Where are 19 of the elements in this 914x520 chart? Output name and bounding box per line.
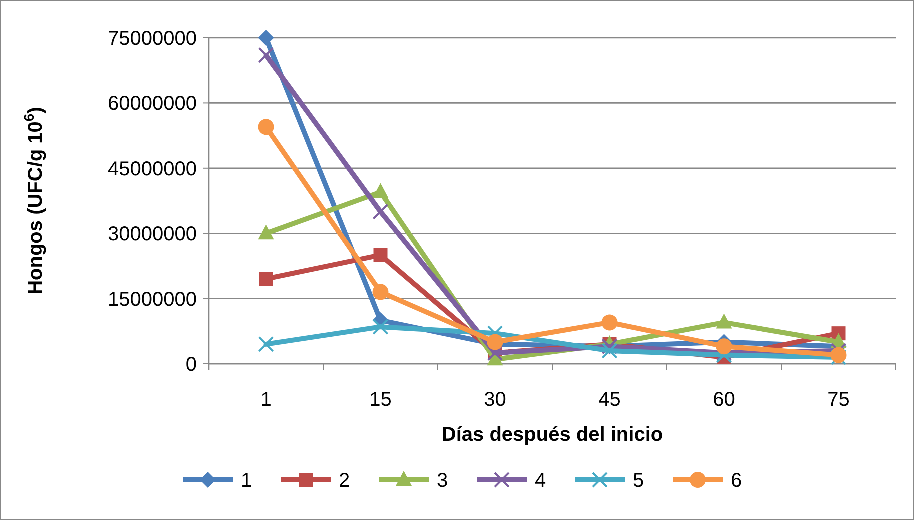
x-tick-label: 1 <box>260 389 272 411</box>
x-tick-label: 75 <box>828 389 850 411</box>
legend-label: 3 <box>437 470 448 492</box>
y-tick-label: 30000000 <box>108 224 197 246</box>
y-tick-label: 75000000 <box>108 28 197 50</box>
legend-label: 1 <box>241 470 252 492</box>
legend-label: 6 <box>731 470 742 492</box>
y-tick-label: 60000000 <box>108 93 197 116</box>
legend-label: 4 <box>535 470 546 492</box>
y-tick-label: 15000000 <box>108 288 197 311</box>
x-tick-label: 60 <box>713 389 736 411</box>
legend-label: 5 <box>633 470 644 492</box>
x-tick-label: 15 <box>370 389 392 411</box>
legend-label: 2 <box>339 470 350 492</box>
x-tick-label: 45 <box>598 389 621 411</box>
y-tick-label: 45000000 <box>108 158 197 180</box>
x-axis-title: Días después del inicio <box>442 424 664 446</box>
y-tick-label: 0 <box>186 354 197 376</box>
x-tick-label: 30 <box>484 389 506 411</box>
